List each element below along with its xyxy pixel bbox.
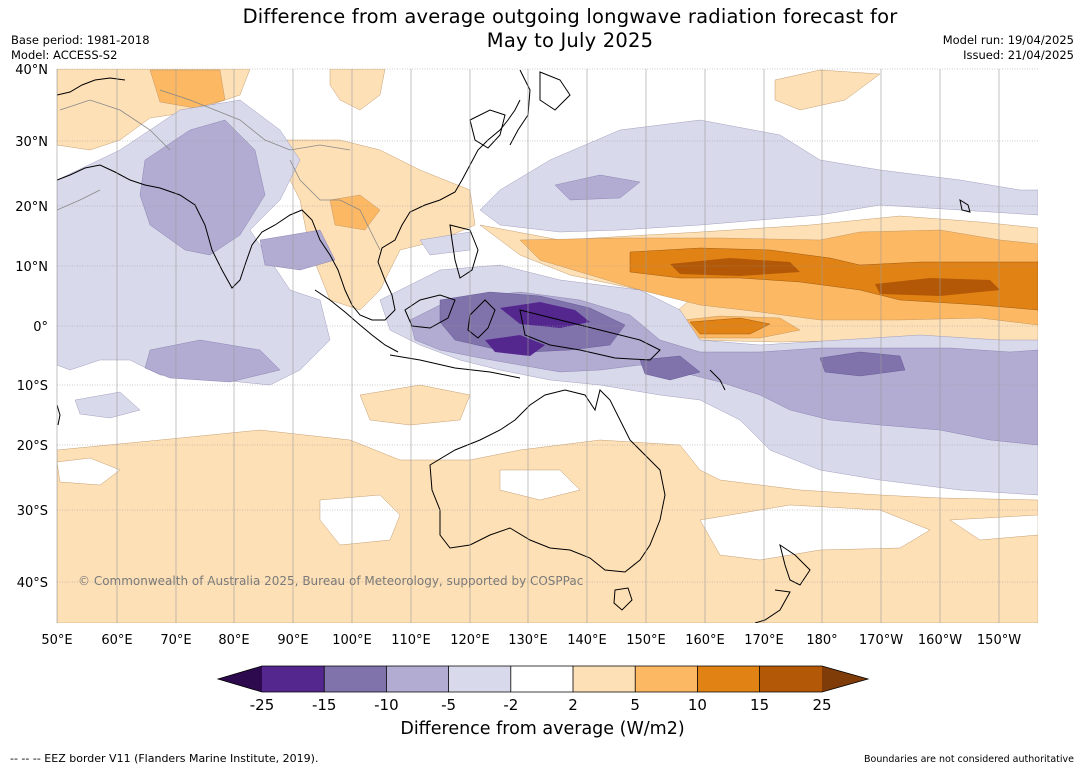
lon-label: 80°E: [218, 633, 249, 648]
lon-label: 90°E: [277, 633, 308, 648]
lon-label: 160°W: [918, 633, 962, 648]
meta-left: Base period: 1981-2018 Model: ACCESS-S2: [11, 33, 150, 63]
lat-label: 40°S: [17, 576, 48, 591]
near-zero-pockets: [57, 457, 1038, 561]
latitude-labels: 40°N 30°N 20°N 10°N 0° 10°S 20°S 30°S 40…: [15, 63, 48, 591]
lon-label: 60°E: [101, 633, 132, 648]
colorbar-tick: 15: [750, 696, 769, 714]
colorbar-tick: -25: [250, 696, 275, 714]
lat-label: 0°: [33, 320, 48, 335]
colorbar-ticks: -25 -15 -10 -5 -2 2 5 10 15 25: [250, 696, 832, 714]
model-run: Model run: 19/04/2025: [942, 33, 1074, 47]
colorbar: -25 -15 -10 -5 -2 2 5 10 15 25: [216, 665, 870, 714]
colorbar-tick: -15: [312, 696, 337, 714]
colorbar-tick: 2: [568, 696, 578, 714]
lat-label: 10°N: [15, 260, 48, 275]
lon-label: 100°E: [332, 633, 372, 648]
lon-label: 110°E: [391, 633, 431, 648]
colorbar-swatch: [573, 666, 636, 692]
lon-label: 170°W: [859, 633, 903, 648]
graticule: [56, 68, 1038, 623]
lon-label: 130°E: [508, 633, 548, 648]
colorbar-swatch: [262, 666, 325, 692]
lon-label: 140°E: [567, 633, 607, 648]
lon-label: 120°E: [450, 633, 490, 648]
lon-label: 170°E: [744, 633, 784, 648]
lat-label: 20°N: [15, 200, 48, 215]
colorbar-swatch: [510, 666, 573, 692]
coastlines: [57, 69, 971, 623]
lon-label: 50°E: [41, 633, 72, 648]
colorbar-tick: 10: [688, 696, 707, 714]
lat-label: 30°N: [15, 135, 48, 150]
lon-label: 70°E: [160, 633, 191, 648]
colorbar-tick: -10: [374, 696, 399, 714]
lon-label: 150°W: [977, 633, 1021, 648]
lat-label: 20°S: [17, 439, 48, 454]
lat-label: 10°S: [17, 379, 48, 394]
colorbar-swatch: [697, 666, 760, 692]
lat-label: 30°S: [17, 504, 48, 519]
anomaly-15-to-25: [670, 258, 1000, 296]
base-period: Base period: 1981-2018: [11, 33, 150, 47]
colorbar-swatch: [635, 666, 698, 692]
colorbar-tick: 25: [812, 696, 831, 714]
title-line-2: May to July 2025: [486, 29, 654, 52]
colorbar-swatch: [324, 666, 387, 692]
copyright-notice: © Commonwealth of Australia 2025, Bureau…: [78, 574, 584, 588]
colorbar-tick: -5: [441, 696, 456, 714]
colorbar-label: Difference from average (W/m2): [400, 719, 685, 739]
colorbar-swatch: [386, 666, 449, 692]
lat-label: 40°N: [15, 63, 48, 78]
eez-note: -- -- -- EEZ border V11 (Flanders Marine…: [10, 752, 319, 765]
model-name: Model: ACCESS-S2: [11, 48, 118, 62]
issued-date: Issued: 21/04/2025: [963, 48, 1074, 62]
colorbar-swatch: [448, 666, 511, 692]
colorbar-tick: -2: [503, 696, 518, 714]
colorbar-extend-min: [218, 666, 262, 692]
lon-label: 150°E: [626, 633, 666, 648]
colorbar-swatch: [759, 666, 822, 692]
longitude-labels: 50°E 60°E 70°E 80°E 90°E 100°E 110°E 120…: [41, 633, 1021, 648]
lon-label: 180°: [806, 633, 837, 648]
colorbar-extend-max: [822, 666, 868, 692]
anomaly-field: [57, 69, 1038, 623]
meta-right: Model run: 19/04/2025 Issued: 21/04/2025: [943, 33, 1074, 63]
map-title: Difference from average outgoing longwav…: [140, 5, 1000, 53]
title-line-1: Difference from average outgoing longwav…: [242, 5, 898, 28]
boundary-note: Boundaries are not considered authoritat…: [864, 754, 1074, 765]
lon-label: 160°E: [685, 633, 725, 648]
country-borders: [57, 89, 381, 251]
colorbar-tick: 5: [630, 696, 640, 714]
